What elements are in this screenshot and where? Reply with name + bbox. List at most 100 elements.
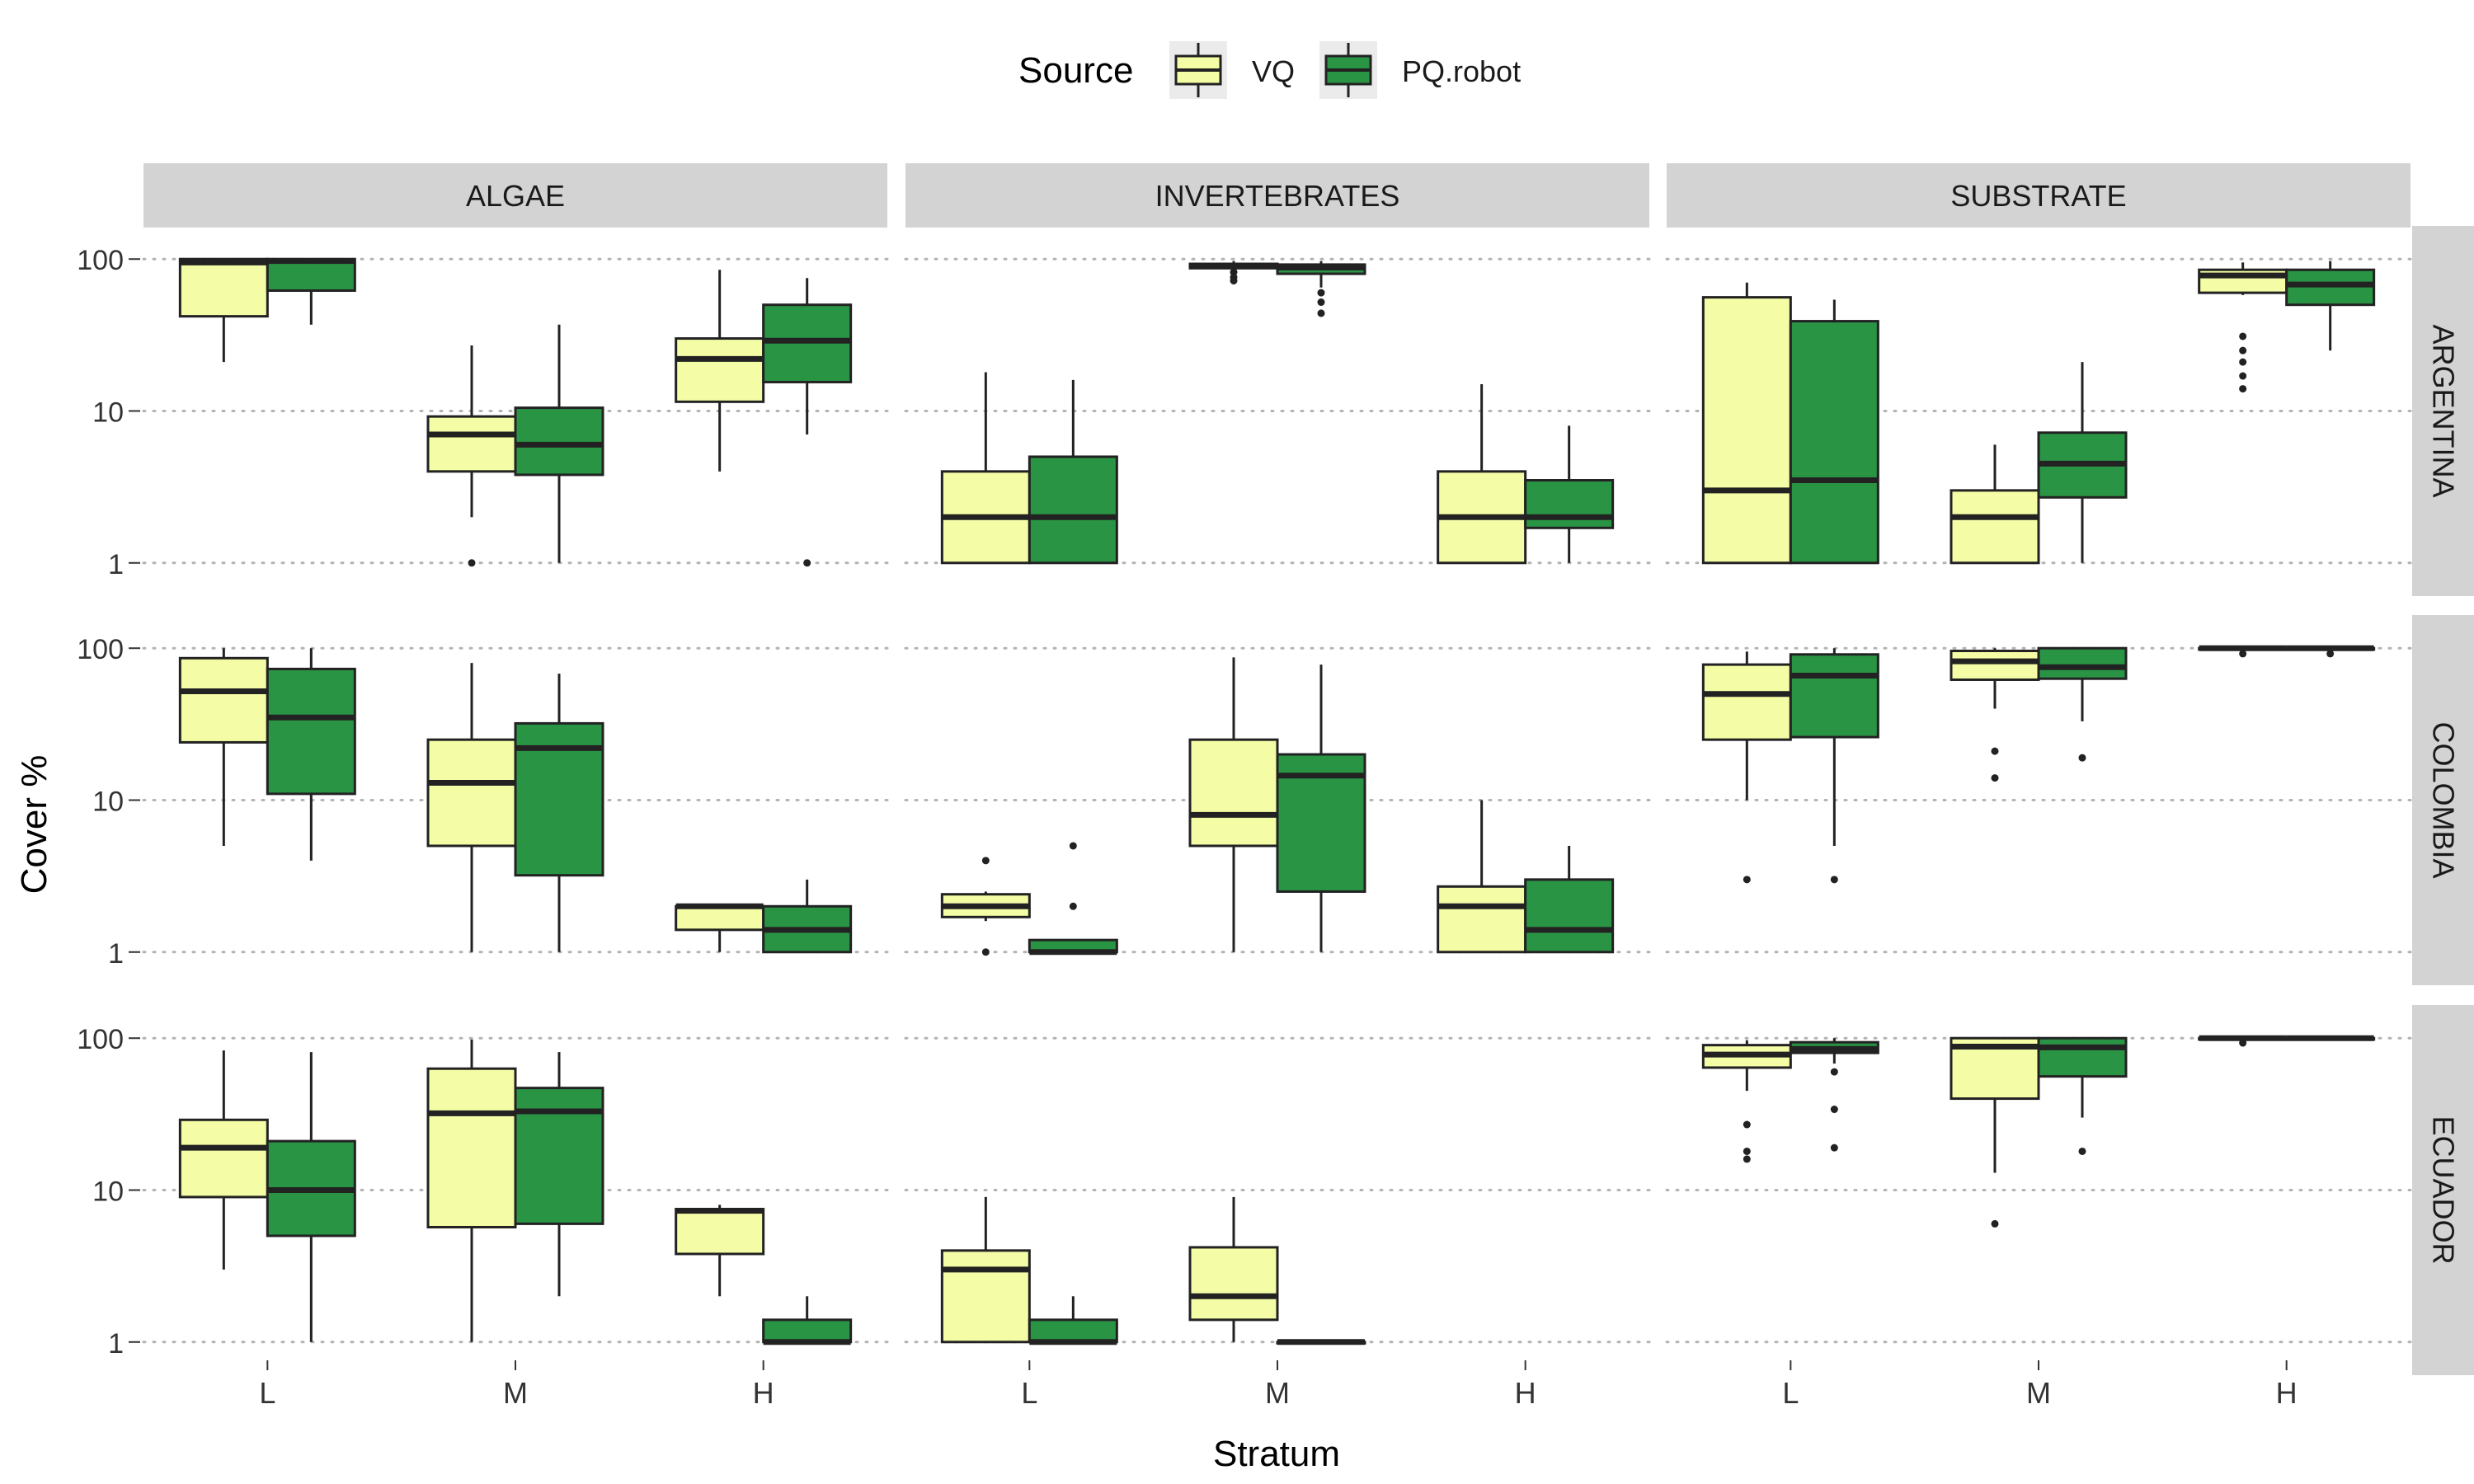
outlier-point <box>1830 876 1838 884</box>
outlier-point <box>1317 289 1325 297</box>
box-argentina-invertebrates-h-vq <box>1437 384 1527 565</box>
x-tick-label: H <box>2276 1376 2298 1410</box>
box-colombia-algae-h-pq-robot <box>762 879 853 954</box>
y-tick-label: 10 <box>92 787 124 818</box>
outlier-point <box>468 559 476 567</box>
box-argentina-substrate-l-vq <box>1701 282 1792 565</box>
outlier-point <box>1991 747 1999 755</box>
box-iqr <box>1950 649 2040 681</box>
outlier-point <box>1991 1219 1999 1228</box>
outlier-point <box>1317 309 1325 317</box>
box-ecuador-algae-h-pq-robot <box>762 1296 853 1345</box>
box-iqr <box>1701 296 1792 565</box>
facet-strip-invertebrates <box>905 163 1649 228</box>
facet-strip-algae <box>143 163 887 228</box>
box-iqr <box>1188 738 1279 848</box>
box-iqr <box>266 667 356 796</box>
x-tick-label: M <box>503 1376 528 1410</box>
box-ecuador-algae-l-pq-robot <box>266 1052 356 1342</box>
box-iqr <box>1028 1318 1118 1344</box>
outlier-point <box>2078 754 2086 762</box>
box-argentina-substrate-h-pq-robot <box>2285 261 2376 351</box>
outlier-point <box>1743 1147 1751 1155</box>
box-iqr <box>178 656 269 744</box>
box-argentina-invertebrates-m-pq-robot <box>1276 261 1366 317</box>
box-argentina-algae-h-pq-robot <box>762 278 853 567</box>
box-iqr <box>675 904 765 932</box>
outlier-point <box>2239 346 2247 355</box>
y-tick-label: 100 <box>77 245 124 276</box>
box-colombia-substrate-l-vq <box>1701 651 1792 884</box>
y-tick-label: 1 <box>108 938 124 970</box>
facet-label-argentina: ARGENTINA <box>2427 324 2461 497</box>
x-tick-label: L <box>259 1376 275 1410</box>
outlier-point <box>1991 774 1999 782</box>
x-tick-label: H <box>1515 1376 1536 1410</box>
box-colombia-invertebrates-l-vq <box>940 857 1031 956</box>
box-colombia-substrate-m-vq <box>1950 648 2040 782</box>
box-ecuador-invertebrates-l-pq-robot <box>1028 1296 1118 1345</box>
box-iqr <box>1437 885 1527 954</box>
box-ecuador-substrate-l-pq-robot <box>1789 1038 1879 1152</box>
box-iqr <box>426 1067 517 1228</box>
facet-label-ecuador: ECUADOR <box>2427 1115 2461 1264</box>
box-argentina-substrate-h-vq <box>2198 262 2288 393</box>
x-tick-label: H <box>753 1376 774 1410</box>
outlier-point <box>2239 385 2247 393</box>
box-ecuador-algae-h-vq <box>675 1205 765 1297</box>
box-iqr <box>675 1208 765 1256</box>
facet-label-algae: ALGAE <box>466 179 565 213</box>
box-iqr <box>1950 489 2040 565</box>
facet-strip-ecuador <box>2412 1005 2474 1375</box>
box-iqr <box>514 406 604 477</box>
outlier-point <box>1830 1106 1838 1114</box>
facet-strip-substrate <box>1667 163 2411 228</box>
outlier-point <box>1317 298 1325 307</box>
outlier-point <box>2239 332 2247 340</box>
y-tick-label: 100 <box>77 634 124 665</box>
box-colombia-algae-l-vq <box>178 648 269 846</box>
box-ecuador-substrate-m-pq-robot <box>2037 1036 2128 1155</box>
box-colombia-invertebrates-m-vq <box>1188 657 1279 952</box>
outlier-point <box>2239 1039 2247 1047</box>
box-iqr <box>1028 455 1118 565</box>
outlier-point <box>2239 358 2247 366</box>
x-tick-label: M <box>2026 1376 2051 1410</box>
x-tick-label: L <box>1782 1376 1799 1410</box>
facet-grid: ALGAE INVERTEBRATES SUBSTRATE ARGENTINA COLO… <box>77 163 2474 1410</box>
box-ecuador-substrate-h-pq-robot <box>2285 1035 2376 1041</box>
box-argentina-invertebrates-h-pq-robot <box>1524 425 1615 563</box>
outlier-point <box>2239 650 2247 658</box>
outlier-point <box>1069 842 1077 850</box>
box-argentina-algae-m-vq <box>426 345 517 567</box>
box-ecuador-invertebrates-m-vq <box>1188 1196 1279 1342</box>
x-axis-title: Stratum <box>1213 1434 1340 1474</box>
box-colombia-algae-l-pq-robot <box>266 648 356 861</box>
box-colombia-algae-h-vq <box>675 903 765 952</box>
outlier-point <box>1743 876 1751 884</box>
outlier-point <box>2078 1147 2086 1155</box>
box-iqr <box>1524 479 1615 529</box>
box-iqr <box>514 1087 604 1225</box>
outlier-point <box>2239 372 2247 380</box>
box-iqr <box>1789 320 1879 565</box>
legend-key-vq <box>1169 41 1227 99</box>
legend-label-vq: VQ <box>1252 54 1295 88</box>
box-iqr <box>1524 878 1615 954</box>
box-iqr <box>426 415 517 473</box>
facet-strip-argentina <box>2412 226 2474 596</box>
y-tick-label: 100 <box>77 1024 124 1055</box>
y-axis-title: Cover % <box>14 755 54 895</box>
outlier-point <box>981 948 990 956</box>
box-colombia-substrate-m-pq-robot <box>2037 646 2128 762</box>
box-ecuador-invertebrates-m-pq-robot <box>1276 1339 1366 1345</box>
box-argentina-invertebrates-m-vq <box>1188 261 1279 285</box>
box-colombia-invertebrates-h-pq-robot <box>1524 845 1615 954</box>
box-argentina-substrate-l-pq-robot <box>1789 299 1879 565</box>
box-ecuador-substrate-l-vq <box>1701 1040 1792 1163</box>
box-ecuador-invertebrates-l-vq <box>940 1196 1031 1344</box>
facet-label-colombia: COLOMBIA <box>2427 721 2461 878</box>
box-iqr <box>1701 663 1792 741</box>
box-colombia-substrate-l-pq-robot <box>1789 648 1879 884</box>
